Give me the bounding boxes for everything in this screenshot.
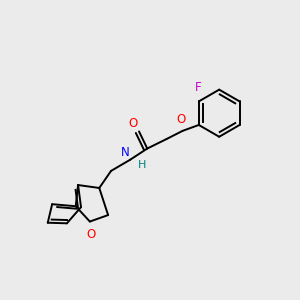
- Text: F: F: [195, 81, 202, 94]
- Text: O: O: [128, 117, 137, 130]
- Text: N: N: [121, 146, 129, 159]
- Text: H: H: [138, 160, 146, 170]
- Text: O: O: [176, 112, 186, 126]
- Text: O: O: [87, 228, 96, 241]
